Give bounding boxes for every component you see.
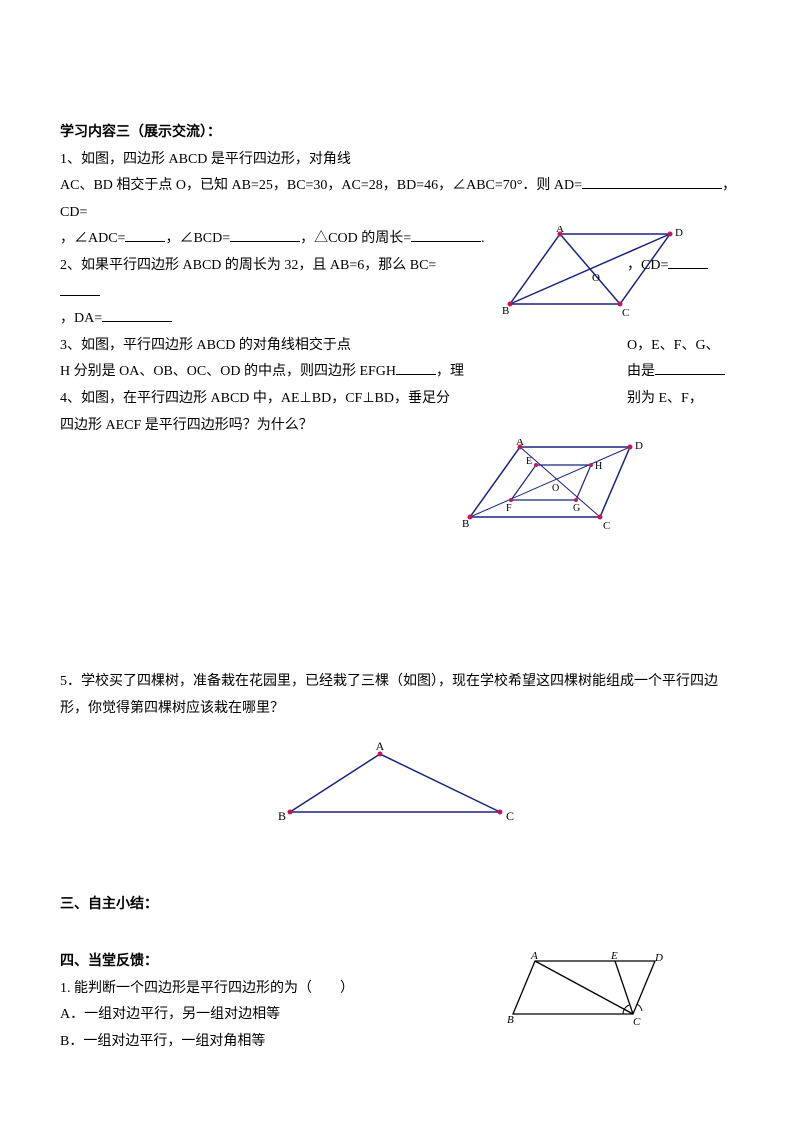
label-H: H: [595, 461, 602, 472]
feedback-wrap: A E D B C 四、当堂反馈： 1. 能判断一个四边形是平行四边形的为（ ）…: [60, 949, 740, 1055]
q3-line1: 3、如图，平行四边形 ABCD 的对角线相交于点 O，E、F、G、: [60, 333, 740, 360]
spacer: [60, 919, 740, 949]
q2-line2: ，DA=: [60, 306, 740, 333]
efgh-figure-wrap: A D B C E H F G O: [60, 439, 740, 539]
blank: [668, 254, 708, 269]
q1-q2-figure-wrap: A D B C O ，∠ADC=，∠BCD=，△COD 的周长=. 2、如果平行…: [60, 226, 740, 439]
q4-b: 四边形 AECF 是平行四边形吗？为什么？: [60, 418, 313, 433]
label-A2: A: [516, 439, 524, 448]
q2-b: ，CD=: [627, 258, 668, 273]
section3-title: 学习内容三（展示交流）：: [60, 120, 740, 147]
q2-a: 2、如果平行四边形 ABCD 的周长为 32，且 AB=6，那么 BC=: [60, 258, 436, 273]
label-G: G: [573, 503, 580, 514]
q3-b-mid: ，理: [436, 364, 464, 379]
q5-text: 5．学校买了四棵树，准备栽在花园里，已经栽了三棵（如图），现在学校希望这四棵树能…: [60, 669, 740, 722]
blank: [102, 307, 172, 322]
q3-a-tail: O，E、F、G、: [627, 338, 720, 353]
fb-q1-optA: A．一组对边平行，另一组对边相等: [60, 1002, 740, 1029]
blank: [60, 281, 100, 296]
triangle-figure: A B C: [60, 742, 740, 832]
q3-b-tail: 由是: [627, 364, 655, 379]
label-O2: O: [552, 483, 559, 494]
q4-a: 4、如图，在平行四边形 ABCD 中，AE⊥BD，CF⊥BD，垂足分: [60, 391, 450, 406]
q2-c: ，DA=: [60, 311, 102, 326]
parallelogram-efgh-figure: A D B C E H F G O: [460, 439, 650, 539]
q3-line2: H 分别是 OA、OB、OC、OD 的中点，则四边形 EFGH ，理 由是: [60, 359, 740, 386]
tri-B: B: [278, 809, 286, 823]
q4-a-tail: 别为 E、F，: [627, 391, 703, 406]
q1-text-e: ，△COD 的周长=: [300, 231, 411, 246]
blank: [125, 227, 165, 242]
triangle-svg: A B C: [270, 742, 530, 827]
q4-line2: 四边形 AECF 是平行四边形吗？为什么？: [60, 413, 740, 440]
spacer: [60, 852, 740, 892]
blank: [411, 227, 481, 242]
blank: [230, 227, 300, 242]
blank: [396, 360, 436, 375]
spacer: [60, 539, 740, 669]
worksheet-page: 学习内容三（展示交流）： 1、如图，四边形 ABCD 是平行四边形，对角线 AC…: [0, 0, 800, 1095]
q1-period: .: [481, 231, 485, 246]
label-C2: C: [603, 520, 610, 532]
feedback-title: 四、当堂反馈：: [60, 949, 740, 976]
q1-text-c: ，∠ADC=: [60, 231, 125, 246]
blank: [655, 360, 725, 375]
label-D2: D: [635, 440, 643, 452]
q1-text-d: ，∠BCD=: [165, 231, 230, 246]
q1-body: AC、BD 相交于点 O，已知 AB=25，BC=30，AC=28，BD=46，…: [60, 173, 740, 226]
label-F: F: [506, 503, 512, 514]
fb-q1-stem: 1. 能判断一个四边形是平行四边形的为（ ）: [60, 976, 740, 1003]
label-E: E: [526, 456, 532, 467]
blank: [582, 174, 722, 189]
tri-A: A: [376, 742, 385, 753]
q3-b: H 分别是 OA、OB、OC、OD 的中点，则四边形 EFGH: [60, 364, 396, 379]
q1-lead: 1、如图，四边形 ABCD 是平行四边形，对角线: [60, 147, 740, 174]
q2-line1: 2、如果平行四边形 ABCD 的周长为 32，且 AB=6，那么 BC= ，CD…: [60, 253, 740, 306]
summary-title: 三、自主小结：: [60, 892, 740, 919]
label-B2: B: [462, 518, 469, 530]
q1-text-a: AC、BD 相交于点 O，已知 AB=25，BC=30，AC=28，BD=46，…: [60, 178, 582, 193]
efgh-svg: A D B C E H F G O: [460, 439, 650, 534]
label-D: D: [675, 227, 683, 239]
q3-a: 3、如图，平行四边形 ABCD 的对角线相交于点: [60, 338, 351, 353]
fb-q1-optB: B．一组对边平行，一组对角相等: [60, 1029, 740, 1056]
q4-line1: 4、如图，在平行四边形 ABCD 中，AE⊥BD，CF⊥BD，垂足分 别为 E、…: [60, 386, 740, 413]
q1-line2: ，∠ADC= ，∠BCD= ，△COD 的周长=.: [60, 226, 640, 253]
tri-C: C: [506, 809, 514, 823]
